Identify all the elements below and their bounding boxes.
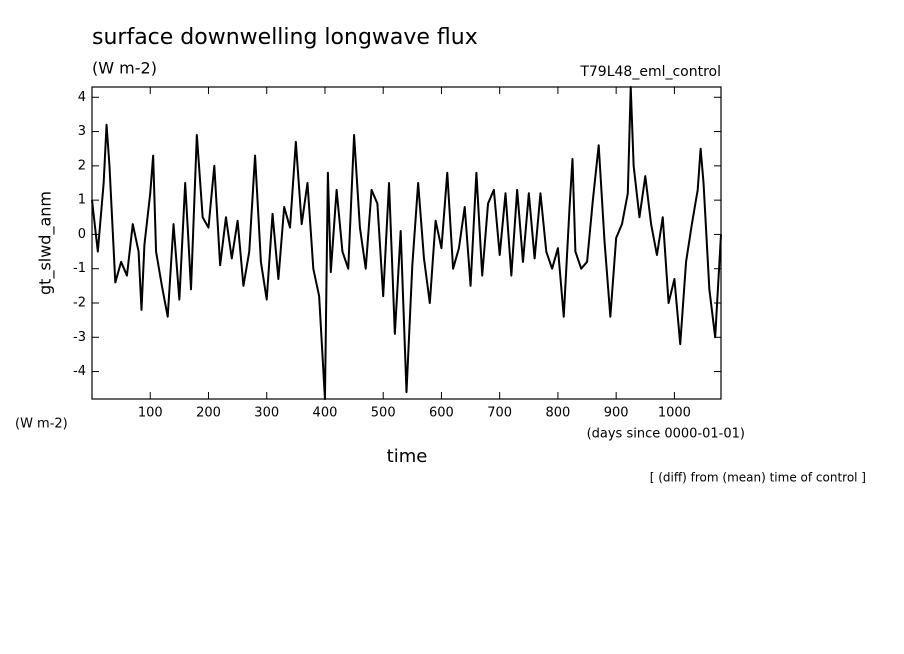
y-tick-label: -3 bbox=[73, 330, 86, 345]
x-tick-label: 800 bbox=[546, 406, 571, 421]
plot-frame bbox=[91, 86, 722, 400]
y-tick-label: -4 bbox=[73, 364, 86, 379]
x-tick-label: 400 bbox=[313, 406, 338, 421]
y-units: (W m-2) bbox=[15, 417, 68, 432]
x-tick-label: 200 bbox=[196, 406, 221, 421]
y-tick-label: 4 bbox=[78, 90, 86, 105]
experiment-label: T79L48_eml_control bbox=[579, 64, 721, 80]
x-tick-label: 300 bbox=[254, 406, 279, 421]
y-tick-label: -1 bbox=[73, 261, 86, 276]
y-tick-label: 2 bbox=[78, 158, 86, 173]
y-axis-label: gt_slwd_anm bbox=[36, 191, 56, 295]
x-tick-label: 700 bbox=[487, 406, 512, 421]
y-tick-label: 0 bbox=[78, 227, 86, 242]
x-units: (days since 0000-01-01) bbox=[587, 427, 745, 442]
x-tick-label: 600 bbox=[429, 406, 454, 421]
x-tick-label: 500 bbox=[371, 406, 396, 421]
y-tick-label: -2 bbox=[73, 296, 86, 311]
y-tick-label: 1 bbox=[78, 193, 86, 208]
chart-subtitle: (W m-2) bbox=[92, 59, 157, 78]
y-tick-label: 3 bbox=[78, 124, 86, 139]
data-line bbox=[91, 86, 722, 400]
chart-title: surface downwelling longwave flux bbox=[92, 25, 478, 50]
x-tick-label: 100 bbox=[138, 406, 163, 421]
note: [ (diff) from (mean) time of control ] bbox=[650, 471, 866, 485]
x-axis-label: time bbox=[387, 446, 428, 467]
x-tick-label: 1000 bbox=[658, 406, 691, 421]
x-tick-label: 900 bbox=[604, 406, 629, 421]
